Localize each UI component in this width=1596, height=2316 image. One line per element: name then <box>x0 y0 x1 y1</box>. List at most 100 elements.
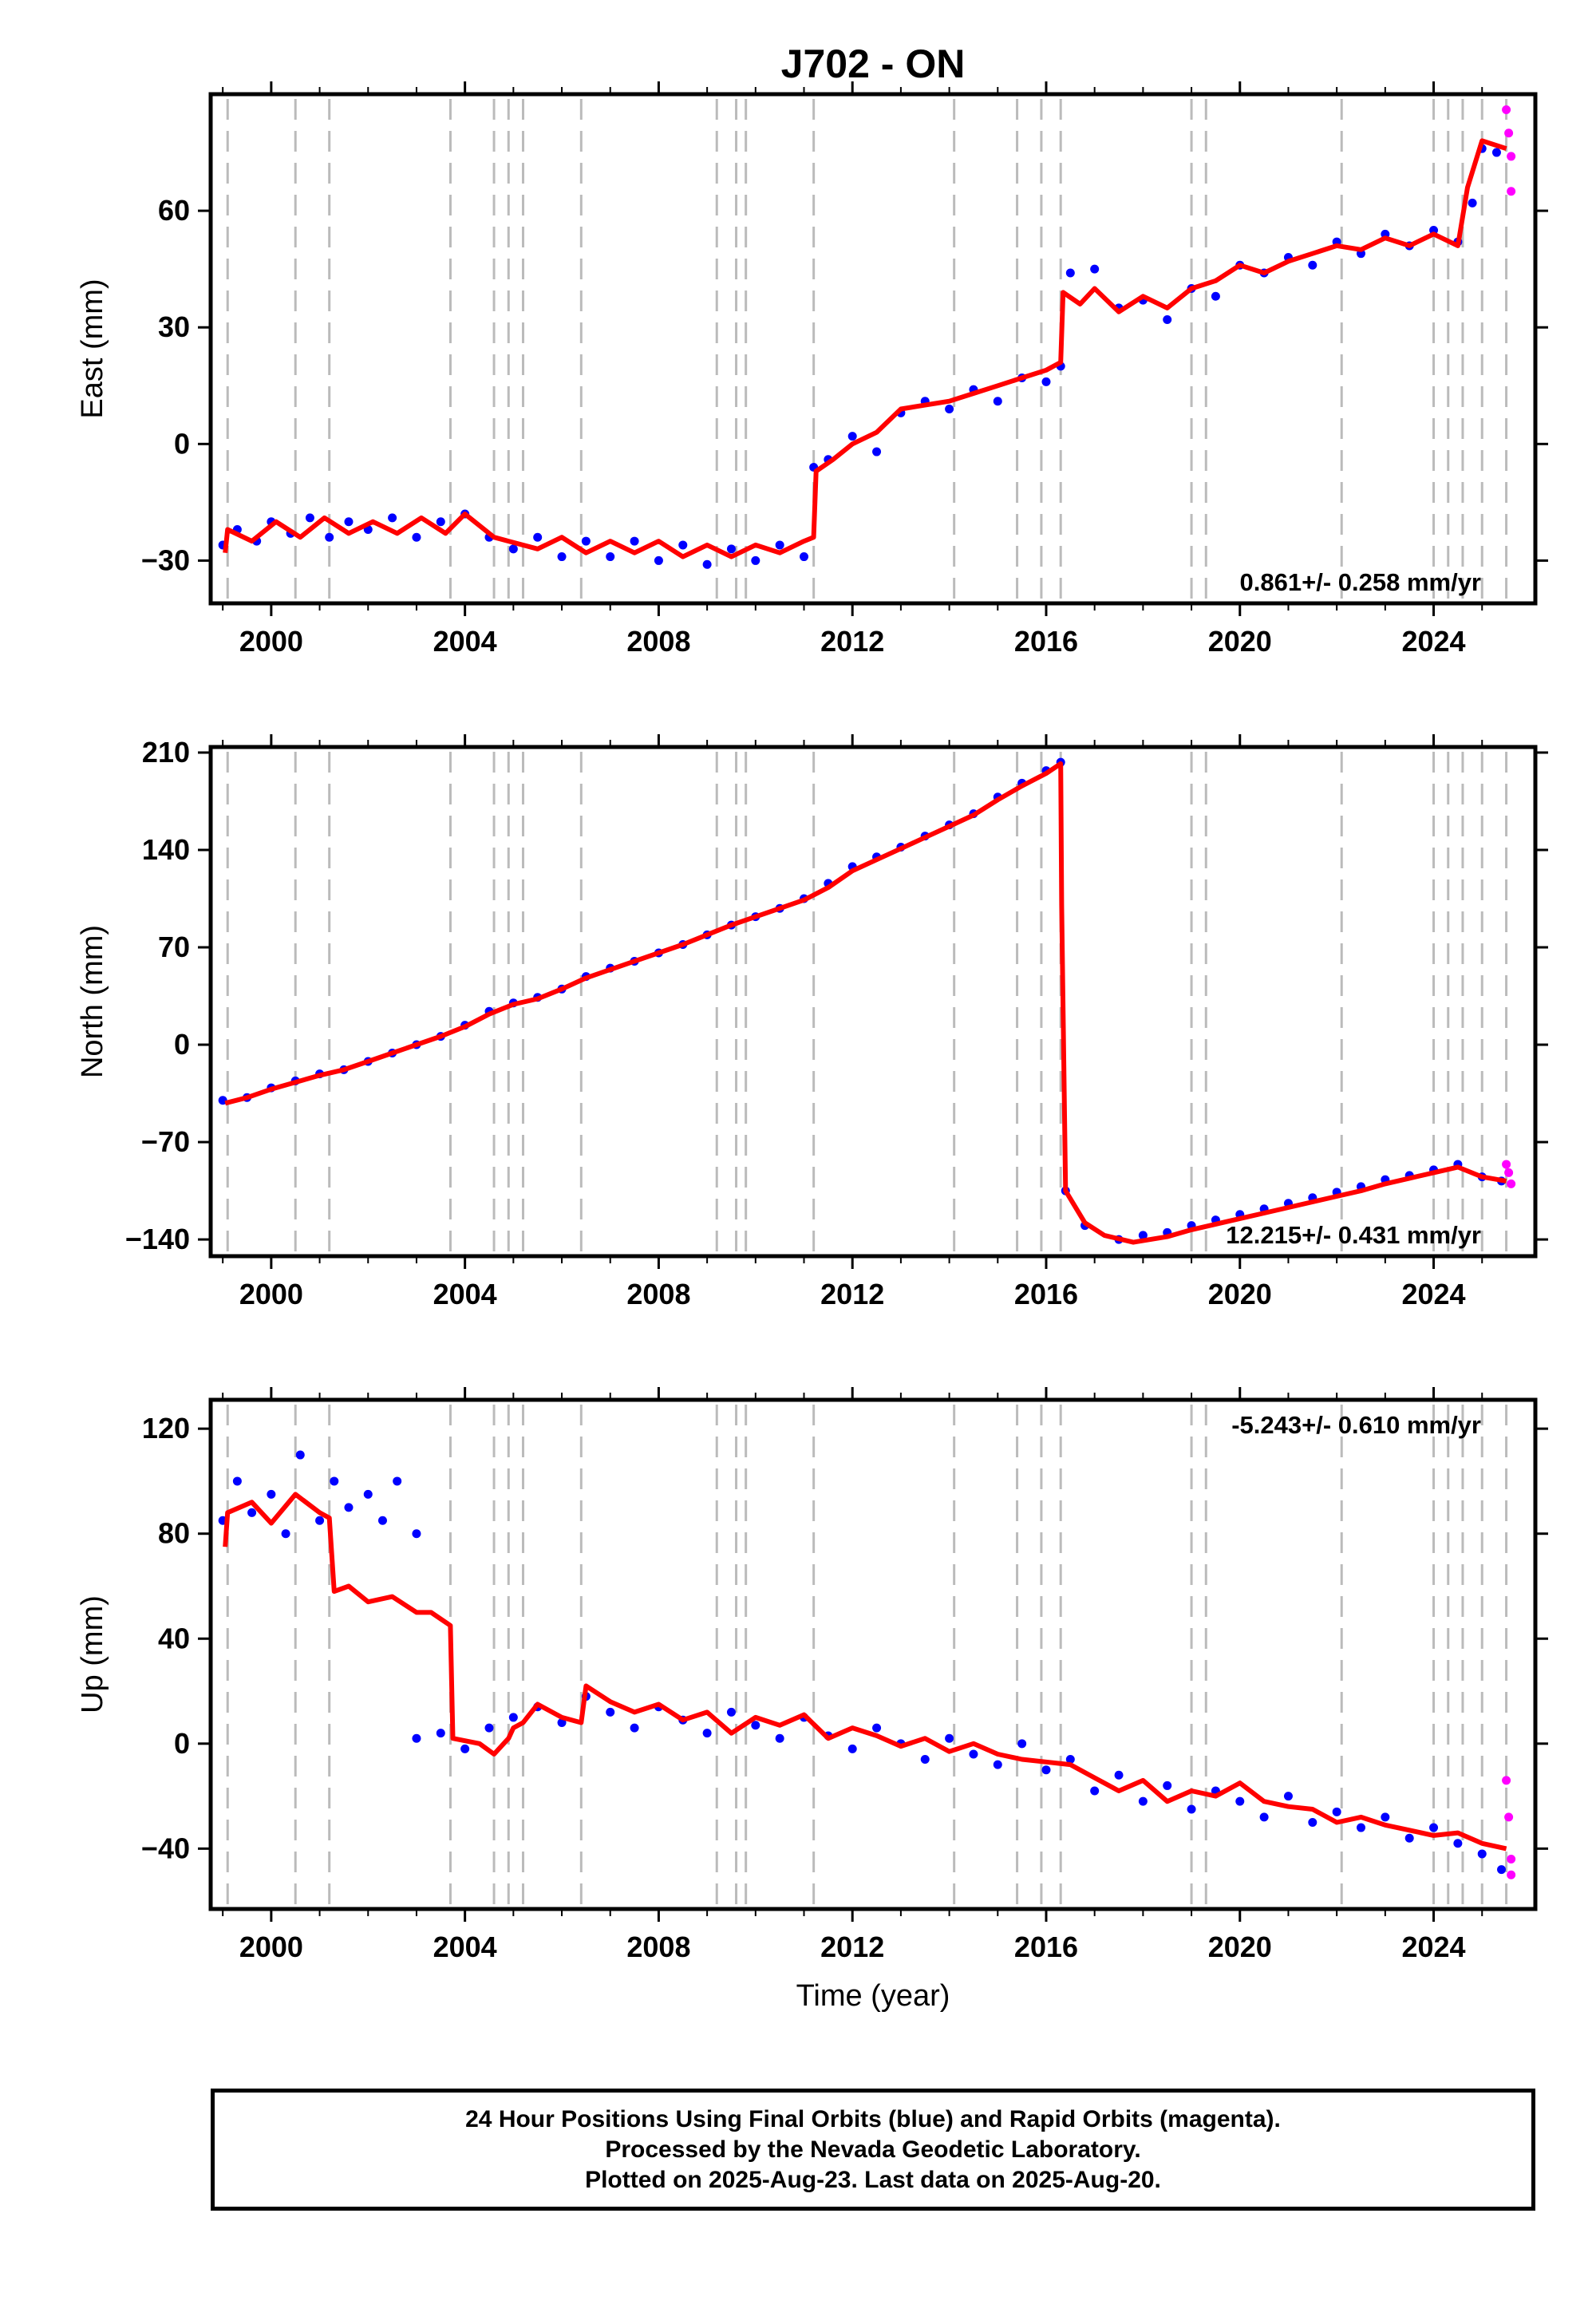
final-orbit-point <box>1468 198 1477 207</box>
final-orbit-point <box>1138 1231 1148 1240</box>
rapid-orbit-point <box>1504 128 1514 138</box>
final-orbit-point <box>1041 377 1051 386</box>
final-orbit-point <box>630 1723 639 1733</box>
final-orbit-point <box>702 1729 712 1738</box>
rapid-orbit-point <box>1504 1812 1514 1822</box>
final-orbit-point <box>969 1749 978 1759</box>
final-orbit-point <box>581 536 591 546</box>
final-orbit-point <box>1090 264 1100 274</box>
final-orbit-point <box>1381 1812 1390 1822</box>
caption-box: 24 Hour Positions Using Final Orbits (bl… <box>211 2089 1535 2211</box>
y-tick-label: 70 <box>158 931 190 963</box>
final-orbit-point <box>945 404 954 413</box>
plot-area <box>211 1400 1535 1909</box>
final-orbit-point <box>1283 1792 1293 1801</box>
final-orbit-point <box>1114 1770 1124 1780</box>
x-tick-label: 2016 <box>1014 1931 1078 1963</box>
final-orbit-point <box>295 1450 305 1460</box>
plot-area <box>211 747 1535 1256</box>
final-orbit-point <box>1497 1865 1507 1875</box>
y-tick-label: 40 <box>158 1622 190 1654</box>
final-orbit-point <box>1356 1823 1365 1832</box>
rapid-orbit-point <box>1507 187 1516 196</box>
y-axis-label: East (mm) <box>76 279 109 418</box>
final-orbit-point <box>1429 1823 1439 1832</box>
x-tick-label: 2020 <box>1208 1931 1272 1963</box>
caption-line-1: 24 Hour Positions Using Final Orbits (bl… <box>465 2105 1281 2132</box>
final-orbit-point <box>606 552 615 562</box>
final-orbit-point <box>1211 291 1220 301</box>
y-tick-label: 80 <box>158 1517 190 1550</box>
final-orbit-point <box>630 536 639 546</box>
y-tick-label: 0 <box>174 1727 190 1760</box>
final-orbit-point <box>344 1503 354 1512</box>
x-tick-label: 2000 <box>239 1931 303 1963</box>
final-orbit-point <box>1308 1817 1317 1827</box>
y-tick-label: 210 <box>142 736 190 769</box>
rapid-orbit-point <box>1507 1870 1516 1879</box>
x-tick-label: 2016 <box>1014 625 1078 658</box>
y-axis-label: North (mm) <box>76 925 109 1078</box>
x-tick-label: 2008 <box>626 1931 690 1963</box>
y-tick-label: −40 <box>141 1832 190 1864</box>
final-orbit-point <box>1477 1849 1487 1859</box>
y-tick-label: 0 <box>174 427 190 460</box>
rapid-orbit-point <box>1502 105 1511 114</box>
final-orbit-point <box>377 1516 387 1525</box>
final-orbit-point <box>993 397 1002 406</box>
plot-area <box>211 94 1535 603</box>
final-orbit-point <box>1187 1804 1196 1814</box>
x-tick-label: 2024 <box>1401 1931 1465 1963</box>
final-orbit-point <box>267 1489 276 1499</box>
final-orbit-point <box>325 532 334 542</box>
model-line <box>223 1492 1507 1852</box>
final-orbit-point <box>1163 314 1172 324</box>
final-orbit-point <box>412 1733 421 1743</box>
y-tick-label: 0 <box>174 1028 190 1061</box>
rapid-orbit-point <box>1507 1855 1516 1864</box>
final-orbit-point <box>344 517 354 527</box>
final-orbit-point <box>726 1707 736 1717</box>
final-orbit-point <box>678 540 688 550</box>
x-tick-label: 2020 <box>1208 625 1272 658</box>
final-orbit-point <box>533 532 543 542</box>
rapid-orbit-point <box>1502 1776 1511 1785</box>
final-orbit-point <box>363 1489 373 1499</box>
final-orbit-point <box>606 1707 615 1717</box>
final-orbit-point <box>393 1476 402 1486</box>
y-axis-label: Up (mm) <box>76 1595 109 1713</box>
final-orbit-point <box>1259 1812 1269 1822</box>
x-tick-label: 2000 <box>239 1278 303 1310</box>
final-orbit-point <box>508 1713 518 1722</box>
final-orbit-point <box>847 432 857 441</box>
plot-frame <box>208 92 1538 606</box>
final-orbit-point <box>920 1755 930 1765</box>
final-orbit-point <box>436 1729 445 1738</box>
y-tick-label: −30 <box>141 543 190 576</box>
x-tick-label: 2024 <box>1401 1278 1465 1310</box>
final-orbit-point <box>1017 1739 1027 1749</box>
plot-frame <box>208 745 1538 1259</box>
final-orbit-point <box>847 1744 857 1753</box>
final-orbit-point <box>315 1516 325 1525</box>
final-orbit-point <box>305 513 314 523</box>
final-orbit-point <box>1163 1780 1172 1790</box>
final-orbit-point <box>993 1760 1002 1769</box>
position-timeseries-figure: J702 - ON 2000 2004 2008 2012 2016 2020 2024 −3… <box>76 41 1548 2013</box>
final-orbit-point <box>1090 1786 1100 1796</box>
rapid-orbit-point <box>1504 1168 1514 1177</box>
final-orbit-point <box>1308 260 1317 270</box>
up-panel: 2000 2004 2008 2012 2016 2020 2024 −40 0 40 80 120 U… <box>76 1387 1548 1963</box>
x-tick-label: 2000 <box>239 625 303 658</box>
x-tick-label: 2004 <box>433 1278 497 1310</box>
final-orbit-point <box>775 540 784 550</box>
x-tick-label: 2008 <box>626 625 690 658</box>
final-orbit-point <box>247 1508 257 1517</box>
final-orbit-point <box>436 517 445 527</box>
final-orbit-point <box>1332 1807 1341 1816</box>
final-orbit-point <box>1041 1765 1051 1775</box>
final-orbit-point <box>412 532 421 542</box>
caption-line-3: Plotted on 2025-Aug-23. Last data on 202… <box>585 2166 1161 2193</box>
final-orbit-point <box>1138 1796 1148 1806</box>
x-tick-label: 2012 <box>820 1278 884 1310</box>
